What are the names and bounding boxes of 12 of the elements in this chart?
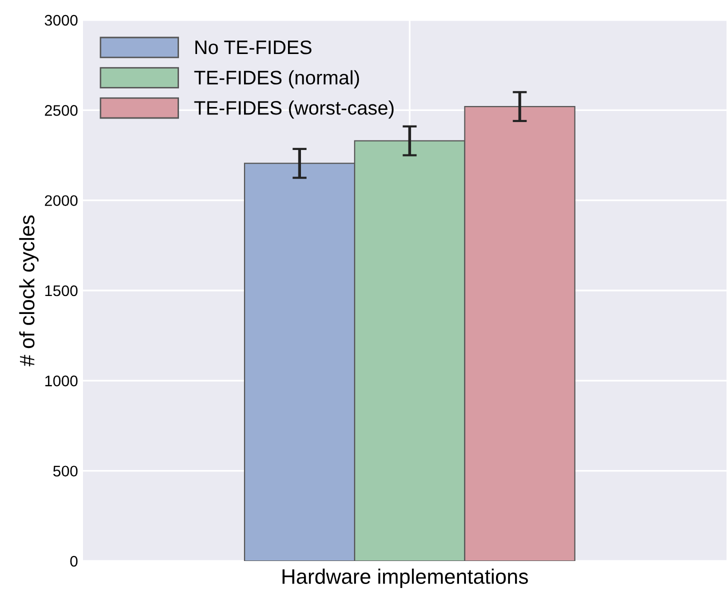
y-tick-label: 2000 (44, 195, 78, 206)
y-tick-label: 0 (70, 556, 78, 567)
y-tick-label: 3000 (44, 14, 78, 26)
y-tick-label: 1000 (45, 376, 78, 386)
legend-label: TE-FIDES (worst-case) (194, 100, 394, 119)
legend-label: TE-FIDES (normal) (194, 70, 359, 88)
x-axis-title: Hardware implementations (282, 568, 528, 588)
y-tick-label: 2500 (44, 105, 78, 116)
y-tick-label: 1500 (45, 285, 78, 296)
legend-label: No TE-FIDES (195, 40, 312, 54)
y-tick-label: 500 (53, 466, 78, 477)
y-axis-title: # of clock cycles (19, 215, 39, 366)
